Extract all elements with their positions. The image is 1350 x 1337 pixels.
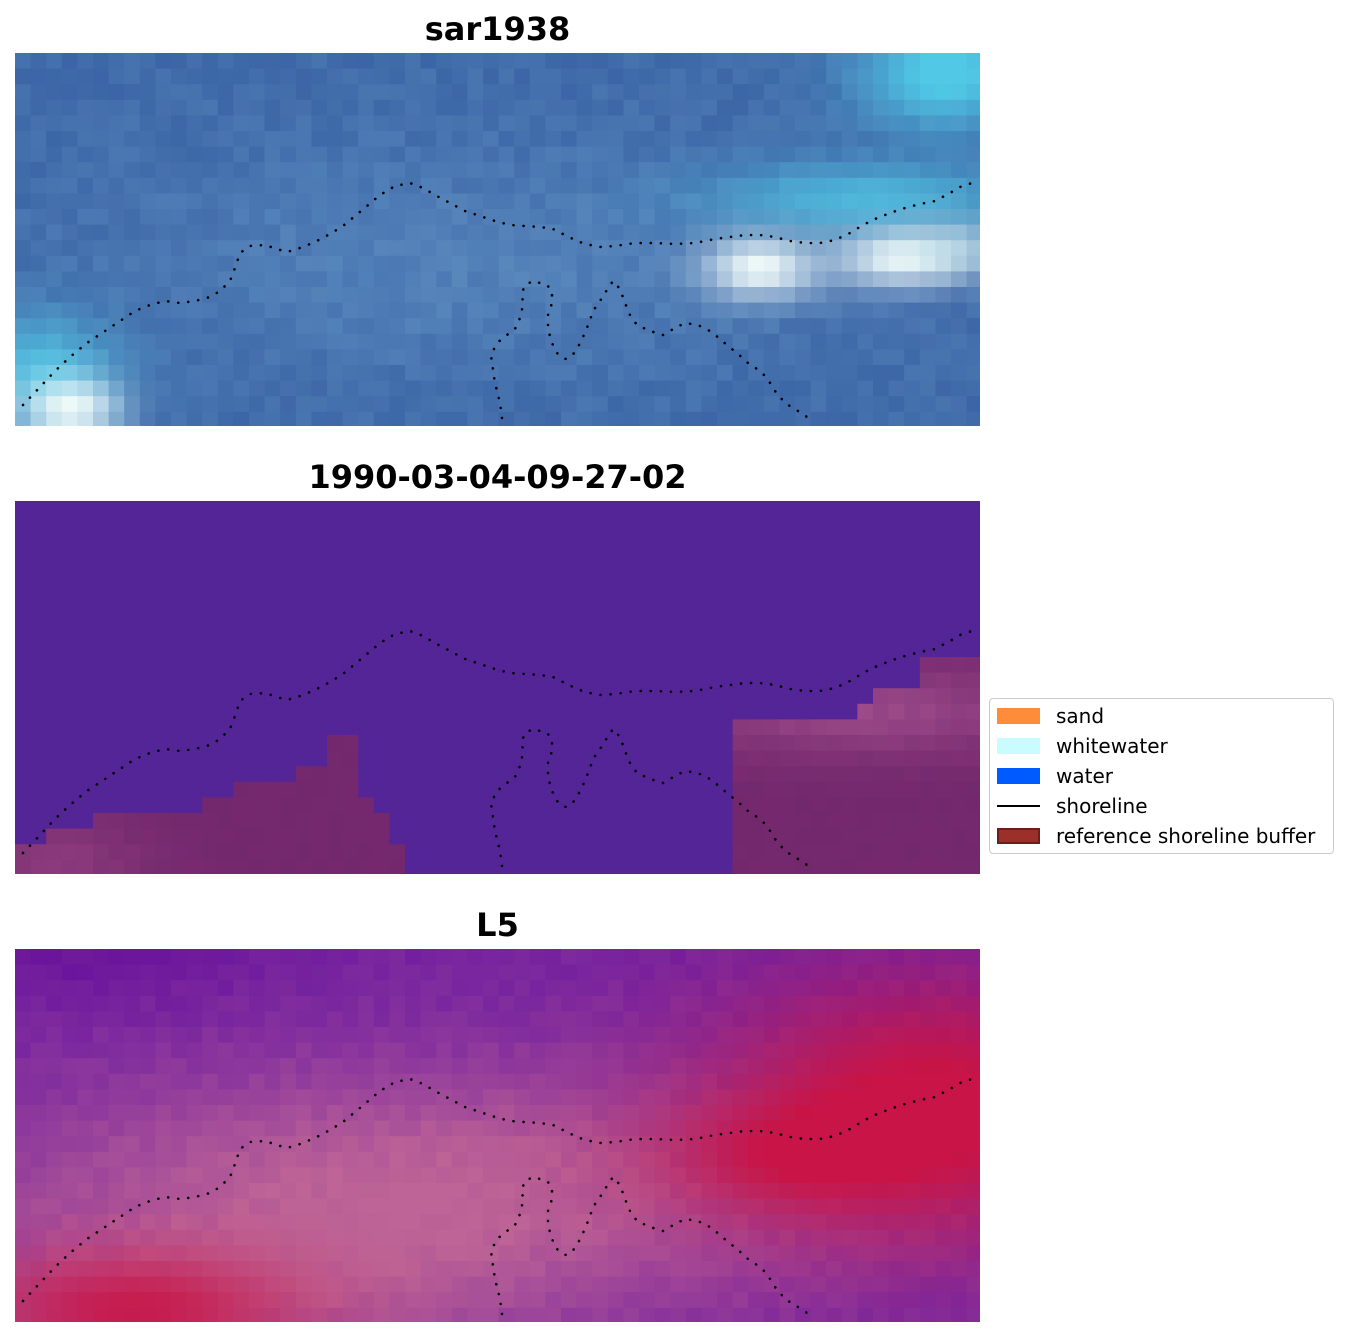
- legend: sand whitewater water shoreline referenc…: [989, 698, 1334, 854]
- sand-swatch: [997, 708, 1040, 724]
- classification-image: [15, 501, 980, 874]
- raster-pixels: [15, 53, 980, 426]
- legend-label-shoreline: shoreline: [1056, 794, 1148, 818]
- legend-label-whitewater: whitewater: [1056, 734, 1168, 758]
- shoreline-dotted-line-1: [21, 629, 974, 855]
- legend-item-shoreline: shoreline: [997, 791, 1148, 821]
- sar-image: [15, 53, 980, 426]
- sar-image-panel: [15, 53, 980, 426]
- raster-pixels: [15, 501, 980, 874]
- whitewater-swatch: [997, 738, 1040, 754]
- buffer-swatch: [997, 828, 1040, 844]
- legend-label-water: water: [1056, 764, 1113, 788]
- classification-image-panel: [15, 501, 980, 874]
- panel-title-sar: sar1938: [424, 10, 571, 48]
- legend-item-sand: sand: [997, 701, 1104, 731]
- water-swatch: [997, 768, 1040, 784]
- legend-label-buffer: reference shoreline buffer: [1056, 824, 1316, 848]
- legend-item-water: water: [997, 761, 1113, 791]
- shoreline-line-swatch: [997, 805, 1040, 807]
- legend-item-buffer: reference shoreline buffer: [997, 821, 1315, 851]
- legend-item-whitewater: whitewater: [997, 731, 1168, 761]
- index-image-panel: [15, 949, 980, 1322]
- shoreline-dotted-line-1: [21, 1077, 974, 1303]
- raster-pixels: [15, 949, 980, 1322]
- index-image: [15, 949, 980, 1322]
- legend-label-sand: sand: [1056, 704, 1105, 728]
- shoreline-dotted-line-1: [21, 181, 974, 407]
- panel-title-l5: L5: [476, 906, 519, 944]
- panel-title-date: 1990-03-04-09-27-02: [308, 458, 687, 496]
